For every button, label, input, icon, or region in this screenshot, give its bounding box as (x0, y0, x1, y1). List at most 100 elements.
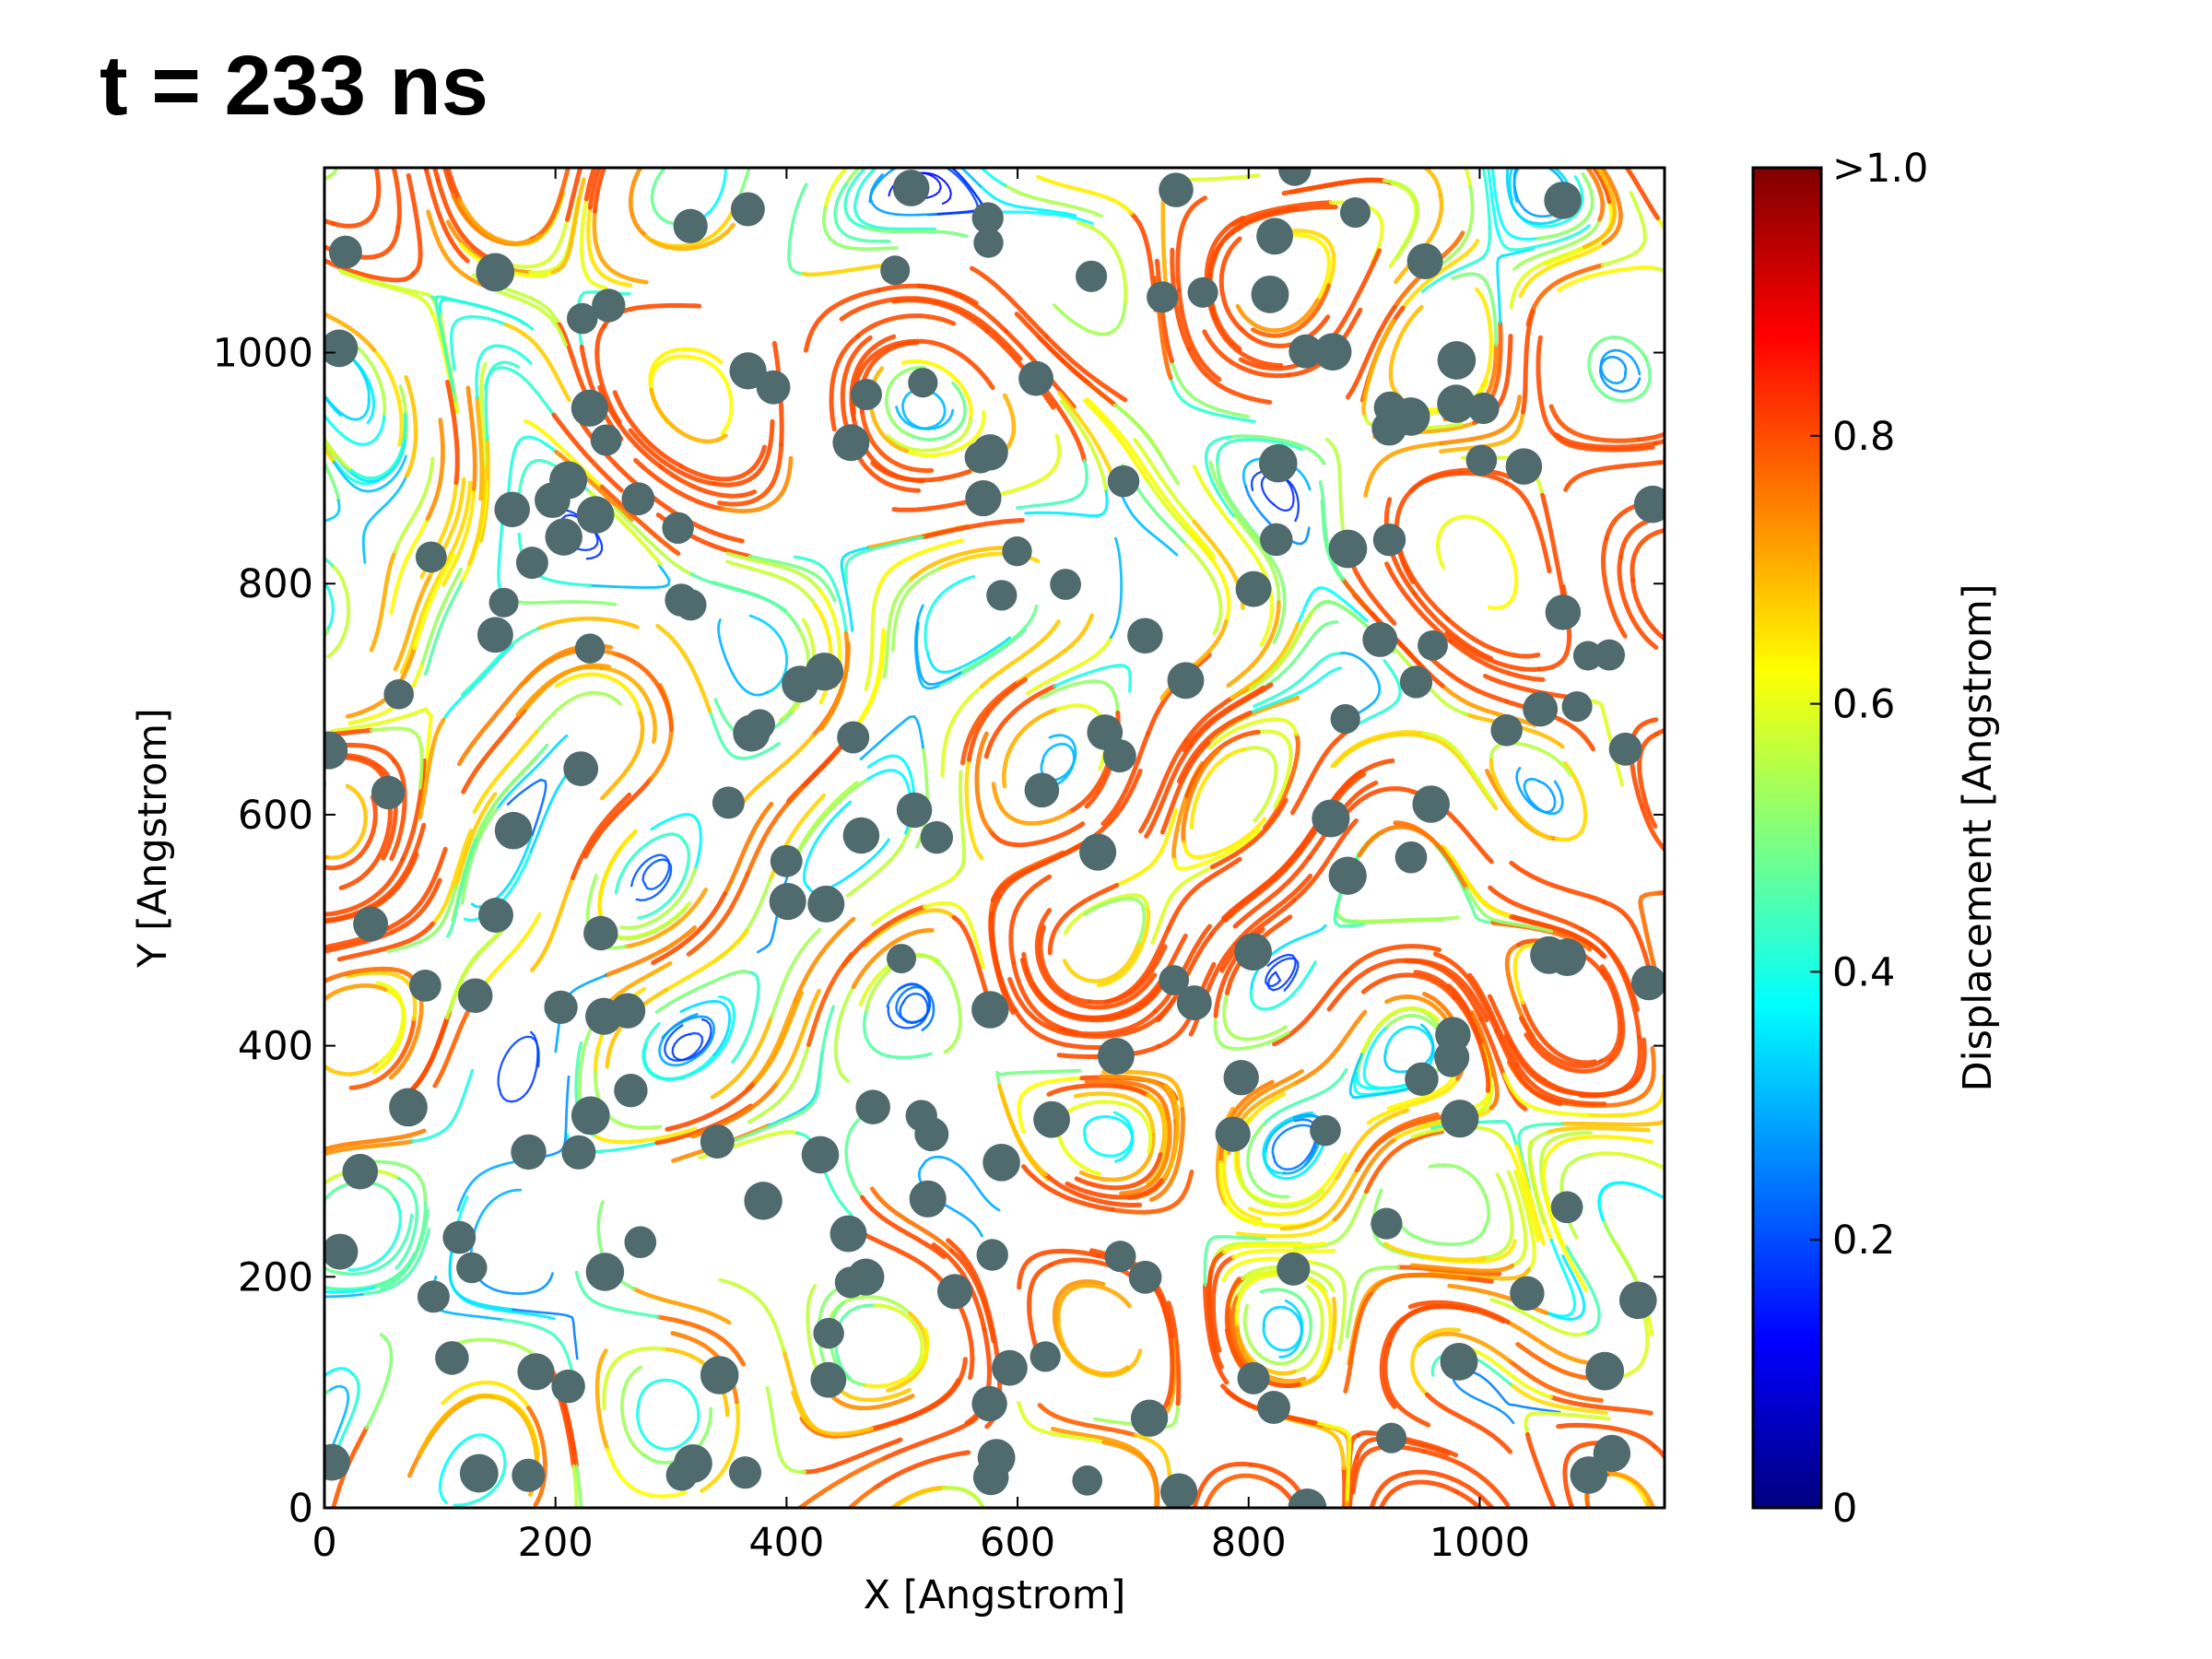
streamline (1444, 616, 1541, 659)
streamline (1230, 621, 1300, 700)
streamline (752, 990, 805, 1085)
streamline (633, 457, 725, 512)
streamline (1519, 175, 1584, 229)
streamline (926, 636, 1011, 674)
streamline (1017, 1076, 1085, 1134)
particle (415, 541, 447, 573)
streamline (775, 988, 821, 1086)
streamline (851, 928, 935, 989)
streamline (628, 168, 646, 236)
streamline (876, 283, 979, 306)
streamline (369, 726, 424, 790)
streamline (475, 394, 485, 501)
streamline (1055, 1283, 1132, 1324)
particle (1465, 444, 1498, 477)
particle (1018, 360, 1054, 396)
streamline (1248, 666, 1342, 715)
streamline (1246, 1123, 1290, 1199)
particle (744, 1182, 782, 1220)
streamline (900, 359, 973, 421)
streamline (1420, 168, 1443, 198)
streamline (324, 1265, 346, 1276)
particle (459, 1453, 499, 1493)
streamline (406, 172, 423, 276)
streamline (833, 182, 891, 243)
particle (673, 208, 708, 243)
streamline (1369, 1273, 1468, 1297)
streamline (983, 684, 1057, 759)
particle (435, 1341, 469, 1375)
streamline (426, 209, 491, 290)
streamline (1253, 652, 1341, 708)
streamline (1221, 1134, 1263, 1222)
streamline (324, 1139, 415, 1157)
streamline (1001, 707, 1060, 789)
streamline (1212, 206, 1300, 260)
streamline (1490, 168, 1540, 241)
streamline (861, 1327, 930, 1389)
streamline (1138, 738, 1189, 834)
streamline (1059, 399, 1109, 493)
particle (801, 1135, 840, 1174)
streamline (1382, 179, 1420, 259)
streamline (818, 630, 850, 732)
streamline (664, 1024, 704, 1063)
streamline (833, 984, 856, 1083)
particle (971, 202, 1004, 234)
streamline (897, 982, 932, 1025)
streamline (338, 805, 393, 890)
streamline (1160, 186, 1169, 293)
streamline (1272, 1118, 1318, 1171)
particle (976, 1239, 1008, 1271)
streamline (924, 574, 976, 656)
streamline (821, 206, 899, 252)
streamline (1027, 1263, 1053, 1359)
streamline (907, 546, 1006, 583)
streamline (599, 665, 657, 745)
streamline (649, 387, 728, 444)
streamline (324, 257, 416, 283)
particle (324, 329, 359, 368)
particle (1399, 665, 1433, 699)
particle (769, 883, 806, 921)
particle (851, 379, 882, 410)
streamline (324, 442, 383, 486)
streamline (860, 1194, 947, 1259)
streamline (1119, 1117, 1172, 1196)
particle (744, 709, 775, 740)
streamline (1432, 951, 1500, 1033)
streamline (1444, 630, 1542, 672)
streamline (665, 1079, 758, 1132)
streamline (1050, 1426, 1149, 1464)
streamline (565, 168, 583, 222)
particle (1176, 985, 1212, 1021)
streamline (1418, 646, 1510, 704)
streamline (650, 813, 702, 871)
streamline (324, 915, 347, 924)
streamline (1232, 512, 1281, 605)
streamline (870, 461, 971, 483)
streamline (1242, 1303, 1303, 1366)
streamline (1184, 729, 1261, 799)
x-tick-label: 600 (980, 1520, 1055, 1566)
streamline (582, 777, 653, 859)
streamline (1183, 542, 1223, 636)
particle (855, 1089, 890, 1124)
streamline (920, 518, 1025, 540)
streamline (1291, 818, 1359, 903)
streamline (453, 1437, 507, 1507)
streamline (1379, 1313, 1409, 1409)
streamline (1478, 1017, 1528, 1112)
streamline (1218, 236, 1244, 332)
streamline (388, 982, 424, 1080)
streamline (399, 575, 441, 675)
particle (1159, 1473, 1198, 1508)
streamline (385, 846, 448, 931)
particle (585, 1253, 625, 1291)
streamline (1239, 314, 1331, 348)
particle (832, 424, 870, 462)
streamline (1592, 1046, 1656, 1109)
streamline (914, 604, 942, 690)
streamline (1430, 184, 1475, 275)
streamline (1588, 1151, 1665, 1171)
